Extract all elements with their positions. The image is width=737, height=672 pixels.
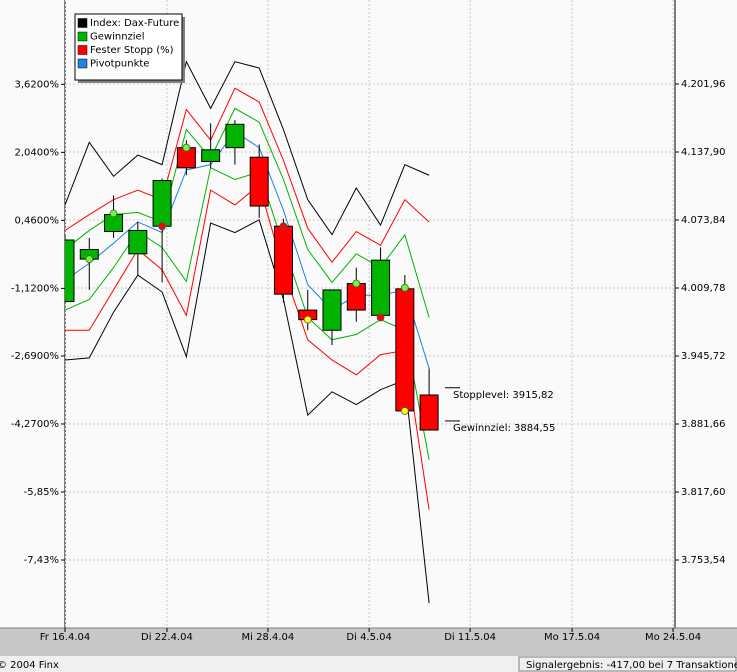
series-line [65,131,430,369]
y2-tick-label: -7,43% [24,555,59,566]
candle-body [395,288,415,412]
y2-tick-label: 2,0400% [15,147,60,158]
x-axis-band [0,628,737,656]
series-line [65,167,430,460]
series-line [65,87,430,264]
y-tick-label: 4.137,90 [681,147,726,158]
marker [352,279,361,288]
x-tick-label: Mo 24.5.04 [645,632,701,643]
candle-body [201,149,221,162]
candle-body [65,239,75,303]
y-tick-label: 3.881,66 [681,419,726,430]
y-tick-label: 3.945,72 [681,351,726,362]
y2-tick-label: 3,6200% [15,79,60,90]
marker [303,315,312,324]
x-tick-label: Di 4.5.04 [346,632,391,643]
marker [400,407,409,415]
candle-body [152,180,172,227]
y2-tick-label: -1,1200% [11,283,59,294]
marker [158,222,166,231]
legend-label: Index: Dax-Future [90,18,179,29]
marker [182,143,191,152]
y-tick-label: 4.073,84 [681,215,726,226]
marker [109,209,118,218]
x-tick-label: Mi 28.4.04 [242,632,295,643]
x-tick-label: Mo 17.5.04 [544,632,600,643]
legend-swatch [77,18,88,28]
y2-tick-label: -5,85% [24,487,59,498]
marker [400,283,409,292]
x-tick-label: Fr 16.4.04 [40,632,90,643]
legend-label: Gewinnziel [90,32,145,43]
candle-body [371,259,391,316]
series-line [65,183,430,510]
annotation: Stopplevel: 3915,82 [453,390,554,401]
marker [279,222,288,231]
copyright: © 2004 Finx [0,660,59,671]
legend-swatch [77,31,88,42]
series-line [65,107,430,318]
y-tick-label: 3.753,54 [681,555,726,566]
legend-swatch [77,58,88,69]
plot [65,0,675,628]
candle-body [128,229,148,255]
y-tick-label: 4.009,78 [681,283,726,294]
candle-body [273,225,293,295]
annotation: Gewinnziel: 3884,55 [453,423,555,434]
candle-body [225,123,245,149]
result: Signalergebnis: -417,00 bei 7 Transaktio… [526,660,737,671]
legend [74,13,183,81]
legend-label: Pivotpunkte [90,59,149,70]
candle-body [249,156,269,207]
x-tick-label: Di 11.5.04 [444,632,496,643]
legend-swatch [77,45,88,55]
legend-label: Fester Stopp (%) [90,45,174,56]
candle-body [322,289,342,331]
y2-tick-label: 0,4600% [15,215,60,226]
y-tick-label: 4.201,96 [681,79,726,90]
candle-body [346,283,366,311]
candle-body [419,394,439,431]
marker [376,313,385,322]
series-line [65,60,430,236]
plot-background [0,0,737,628]
y2-tick-label: -2,6900% [11,351,59,362]
y2-tick-label: -4,2700% [11,419,59,430]
series-line [65,219,430,604]
y-tick-label: 3.817,60 [681,487,726,498]
marker [85,255,94,264]
x-tick-label: Di 22.4.04 [141,632,193,643]
result-box [518,656,737,672]
